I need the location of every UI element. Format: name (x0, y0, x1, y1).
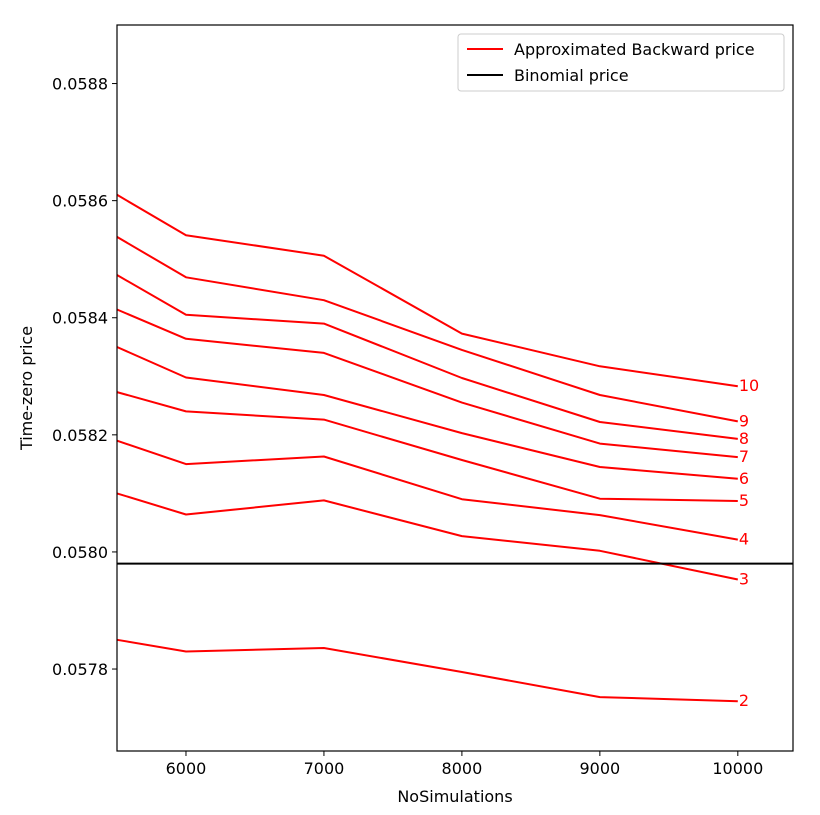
y-tick-label: 0.0584 (52, 309, 108, 328)
series-label-3: 3 (739, 569, 749, 588)
y-tick-label: 0.0580 (52, 543, 108, 562)
y-tick-label: 0.0588 (52, 75, 108, 94)
series-line-5 (116, 391, 738, 502)
series-label-10: 10 (739, 376, 759, 395)
y-tick-label: 0.0586 (52, 192, 108, 211)
series-line-2 (116, 638, 738, 703)
series-line-6 (116, 346, 738, 480)
y-tick-label: 0.0582 (52, 426, 108, 445)
series-line-8 (116, 274, 738, 440)
series-label-8: 8 (739, 429, 749, 448)
legend-label-binomial: Binomial price (514, 66, 629, 85)
x-tick-label: 9000 (579, 759, 620, 778)
x-tick-label: 8000 (442, 759, 483, 778)
series-label-6: 6 (739, 469, 749, 488)
series-label-5: 5 (739, 491, 749, 510)
series-label-9: 9 (739, 411, 749, 430)
series-line-7 (116, 308, 738, 459)
series-line-4 (116, 439, 738, 541)
x-axis-label: NoSimulations (397, 787, 512, 806)
x-tick-label: 7000 (304, 759, 345, 778)
x-tick-label: 6000 (166, 759, 207, 778)
series-label-4: 4 (739, 530, 749, 549)
axis-ticks: 6000 7000 8000 9000 10000 0.0578 0.0580 0.0582 0… (52, 75, 763, 778)
plot-content: 2 3 4 5 6 789 10 (116, 193, 793, 710)
legend-box (457, 33, 785, 92)
y-axis-label: Time-zero price (17, 326, 36, 451)
series-line-3 (116, 492, 739, 581)
legend-label-backward: Approximated Backward price (514, 40, 755, 59)
plot-frame (116, 24, 794, 752)
series-label-2: 2 (739, 691, 749, 710)
legend: Approximated Backward price Binomial pri… (457, 33, 785, 92)
series-line-10 (116, 193, 738, 388)
y-tick-label: 0.0578 (52, 660, 108, 679)
x-tick-label: 10000 (712, 759, 763, 778)
series-label-7: 7 (739, 447, 749, 466)
series-line-9 (116, 236, 738, 423)
